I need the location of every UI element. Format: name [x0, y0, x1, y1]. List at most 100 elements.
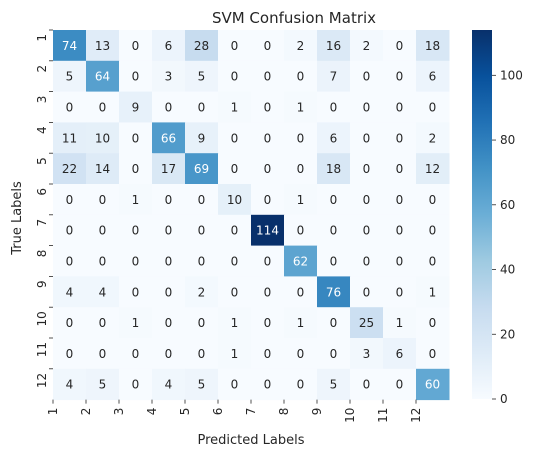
heatmap-cell [86, 91, 120, 123]
heatmap-cell [152, 184, 186, 216]
heatmap-cell [218, 184, 252, 216]
cell-value-label: 1 [231, 347, 239, 361]
cell-value-label: 0 [330, 101, 338, 115]
cell-value-label: 5 [66, 70, 74, 84]
heatmap-cell [284, 153, 318, 185]
heatmap-cell [152, 60, 186, 93]
heatmap-cell [416, 245, 450, 277]
heatmap-cell [86, 214, 120, 247]
heatmap-cell [86, 276, 120, 308]
heatmap-cell [284, 307, 318, 339]
heatmap-cell [152, 153, 186, 185]
cell-value-label: 0 [66, 193, 74, 207]
heatmap-cell [350, 276, 384, 308]
cell-value-label: 6 [396, 347, 404, 361]
heatmap-cell [119, 91, 153, 123]
heatmap-cell [86, 338, 120, 370]
cell-value-label: 22 [62, 162, 77, 176]
heatmap-cell [218, 245, 252, 277]
heatmap-cell [383, 276, 417, 308]
cell-value-label: 5 [198, 70, 206, 84]
cell-value-label: 0 [264, 316, 272, 330]
cell-value-label: 0 [66, 224, 74, 238]
cell-value-label: 2 [429, 131, 437, 145]
y-tick-label: 1 [35, 34, 49, 42]
cell-value-label: 0 [297, 70, 305, 84]
y-tick-label: 7 [35, 219, 49, 227]
heatmap-cell [317, 245, 351, 277]
x-tick-label: 9 [310, 408, 324, 416]
cell-value-label: 25 [359, 316, 374, 330]
cell-value-label: 1 [297, 193, 305, 207]
cell-value-label: 0 [99, 224, 107, 238]
chart-title: SVM Confusion Matrix [212, 9, 376, 27]
cell-value-label: 17 [161, 162, 176, 176]
heatmap-cell [416, 368, 450, 401]
heatmap-cell [119, 153, 153, 185]
cell-value-label: 0 [396, 39, 404, 53]
heatmap-cell [185, 214, 219, 247]
heatmap-cell [350, 153, 384, 185]
x-axis-title: Predicted Labels [197, 433, 304, 448]
heatmap-cell [317, 184, 351, 216]
heatmap-cell [119, 184, 153, 216]
heatmap-cell [416, 91, 450, 123]
cell-value-label: 0 [264, 378, 272, 392]
heatmap-cell [218, 153, 252, 185]
cell-value-label: 1 [231, 316, 239, 330]
heatmap-cell [284, 184, 318, 216]
cell-value-label: 0 [198, 101, 206, 115]
heatmap-cell [383, 368, 417, 401]
x-tick-label: 10 [343, 408, 357, 423]
heatmap-cell [53, 368, 87, 401]
cell-value-label: 5 [99, 378, 107, 392]
heatmap-cell [152, 214, 186, 247]
cell-value-label: 0 [429, 193, 437, 207]
heatmap-cell [218, 214, 252, 247]
heatmap-cell [383, 30, 417, 62]
heatmap-cell [350, 122, 384, 154]
cell-value-label: 0 [165, 255, 173, 269]
cell-value-label: 1 [396, 316, 404, 330]
cell-value-label: 0 [165, 285, 173, 299]
heatmap-cell [53, 307, 87, 339]
cell-value-label: 0 [330, 193, 338, 207]
heatmap-cell [350, 245, 384, 277]
cell-value-label: 4 [66, 378, 74, 392]
colorbar-tick-label: 80 [500, 133, 515, 147]
cell-value-label: 0 [165, 316, 173, 330]
heatmap-cell [119, 214, 153, 247]
cell-value-label: 0 [231, 224, 239, 238]
heatmap-cell [218, 60, 252, 93]
heatmap-cell [86, 245, 120, 277]
cell-value-label: 11 [62, 131, 77, 145]
heatmap-cell [53, 153, 87, 185]
cell-value-label: 114 [256, 224, 279, 238]
x-tick-label: 5 [178, 408, 192, 416]
heatmap-cell [284, 91, 318, 123]
cell-value-label: 3 [165, 70, 173, 84]
cell-value-label: 0 [231, 285, 239, 299]
heatmap-cell [350, 307, 384, 339]
heatmap-cell [86, 122, 120, 154]
cell-value-label: 0 [330, 347, 338, 361]
cell-value-label: 0 [99, 255, 107, 269]
heatmap-cell [218, 307, 252, 339]
y-tick-label: 6 [35, 188, 49, 196]
cell-value-label: 0 [165, 347, 173, 361]
heatmap-cell [383, 214, 417, 247]
cell-value-label: 0 [66, 347, 74, 361]
heatmap-cell [53, 122, 87, 154]
heatmap-cell [152, 91, 186, 123]
cell-value-label: 0 [264, 70, 272, 84]
heatmap-cell [53, 338, 87, 370]
heatmap-cell [284, 368, 318, 401]
cell-value-label: 0 [99, 347, 107, 361]
heatmap-cell [416, 214, 450, 247]
heatmap-cell [383, 245, 417, 277]
x-tick-label: 12 [409, 408, 423, 423]
heatmap-cell [152, 338, 186, 370]
heatmap-cell [284, 122, 318, 154]
heatmap-cell [284, 30, 318, 62]
